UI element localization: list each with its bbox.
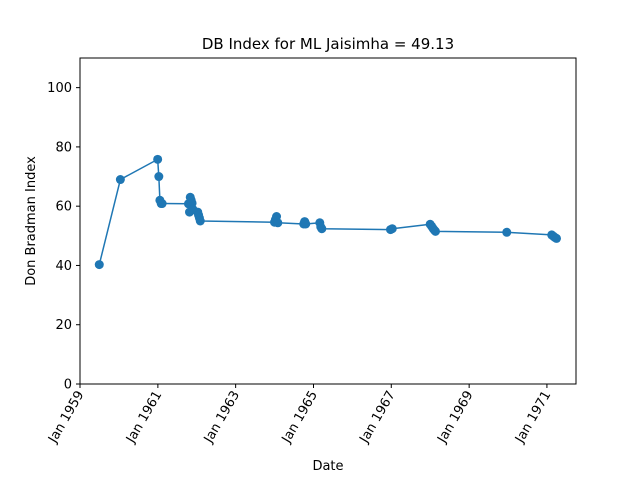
data-point [154, 172, 164, 182]
data-point [157, 199, 167, 209]
data-point [301, 219, 311, 229]
data-point [502, 227, 512, 237]
y-axis: 0 20 40 60 80 100 [47, 81, 80, 393]
y-tick-label: 80 [55, 140, 72, 155]
data-point [273, 218, 283, 228]
y-tick-label: 100 [47, 81, 72, 96]
data-point [153, 154, 163, 164]
data-point [94, 260, 104, 270]
plot-frame [79, 57, 577, 385]
data-point [195, 216, 205, 226]
y-tick-label: 60 [55, 200, 72, 215]
plot-background [80, 58, 576, 384]
data-point [317, 224, 327, 234]
x-axis-label: Date [312, 459, 343, 474]
y-tick-label: 20 [55, 318, 72, 333]
data-point [430, 226, 440, 236]
chart-title: DB Index for ML Jaisimha = 49.13 [202, 35, 454, 53]
series-layer [94, 154, 562, 270]
plot-area [79, 57, 577, 385]
data-point [387, 224, 397, 234]
y-tick-label: 0 [64, 378, 72, 393]
y-tick-label: 40 [55, 259, 72, 274]
data-point [115, 175, 125, 185]
data-point [552, 233, 562, 243]
y-axis-label: Don Bradman Index [24, 156, 39, 286]
